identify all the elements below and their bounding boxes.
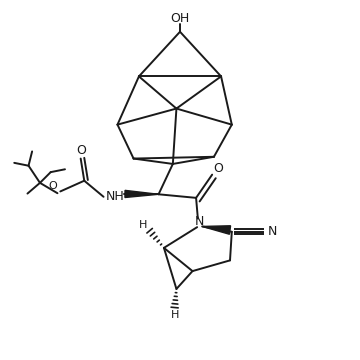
Text: OH: OH (170, 12, 190, 25)
Text: N: N (195, 215, 204, 228)
Text: O: O (213, 162, 224, 175)
Text: O: O (48, 181, 57, 191)
Polygon shape (202, 226, 230, 234)
Text: NH: NH (105, 190, 124, 203)
Text: O: O (76, 144, 86, 157)
Text: H: H (170, 310, 179, 320)
Text: H: H (139, 220, 147, 230)
Text: N: N (268, 225, 278, 238)
Polygon shape (125, 190, 158, 198)
